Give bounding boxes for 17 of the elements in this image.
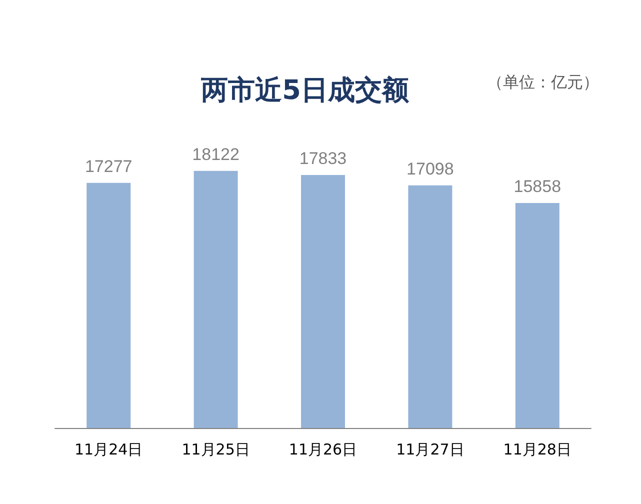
data-label: 17277 — [84, 156, 132, 176]
data-label: 17833 — [299, 148, 347, 168]
bar — [301, 174, 345, 428]
x-tick-label: 11月27日 — [396, 440, 464, 458]
x-tick-label: 11月25日 — [182, 440, 250, 458]
bar — [194, 170, 238, 428]
bar — [408, 185, 452, 428]
bar — [86, 182, 131, 428]
bar — [515, 202, 560, 428]
chart-title: 两市近5日成交额 — [200, 75, 410, 106]
data-label: 17098 — [406, 159, 454, 178]
data-label: 15858 — [514, 176, 562, 196]
x-tick-label: 11月24日 — [74, 440, 143, 458]
data-label: 18122 — [192, 144, 240, 164]
text: （单位：亿元） — [487, 72, 599, 92]
x-tick-label: 11月26日 — [288, 440, 358, 458]
x-tick-label: 11月28日 — [503, 440, 572, 458]
